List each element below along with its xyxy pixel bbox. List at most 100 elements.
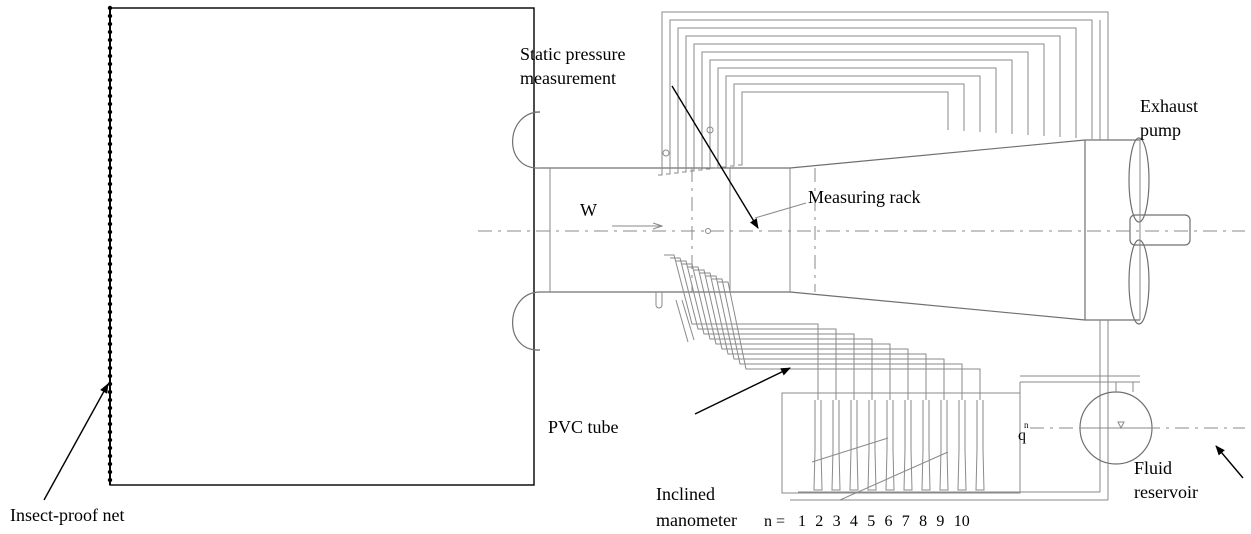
pressure-tube bbox=[698, 51, 1029, 171]
static-pressure-arrow bbox=[671, 85, 759, 229]
net-dot bbox=[107, 13, 113, 19]
net-dot bbox=[107, 125, 113, 131]
exhaust-pump-label: Exhaust bbox=[1140, 96, 1198, 116]
inclined-manometer-label: Inclined bbox=[656, 484, 715, 504]
manometer-tube bbox=[813, 400, 823, 491]
pressure-tube bbox=[694, 269, 909, 400]
pressure-tube bbox=[688, 266, 891, 400]
measuring-rack-label: Measuring rack bbox=[808, 187, 920, 207]
net-dot bbox=[107, 181, 113, 187]
net-dot bbox=[107, 325, 113, 331]
net-dot bbox=[107, 61, 113, 67]
net-dot bbox=[107, 413, 113, 419]
inlet-arrow bbox=[1215, 445, 1244, 479]
net-dot bbox=[107, 389, 113, 395]
net-dot bbox=[107, 445, 113, 451]
net-dot bbox=[107, 261, 113, 267]
net-dot bbox=[107, 21, 113, 27]
net-dot bbox=[107, 253, 113, 259]
pressure-tube bbox=[674, 27, 1077, 174]
net-dot bbox=[107, 85, 113, 91]
net-dot bbox=[107, 317, 113, 323]
net-dot bbox=[107, 245, 113, 251]
pressure-tube bbox=[682, 35, 1061, 173]
net-dot bbox=[107, 333, 113, 339]
net-dot bbox=[107, 349, 113, 355]
insect-proof-net-label: Insect-proof net bbox=[10, 505, 124, 525]
manometer-index-number: 3 bbox=[833, 513, 841, 530]
inlet-bellmouth bbox=[512, 111, 541, 351]
pressure-tube bbox=[666, 19, 1093, 175]
net-dot bbox=[107, 37, 113, 43]
manometer-index-number: 6 bbox=[885, 513, 893, 530]
manometer-tube bbox=[867, 400, 877, 491]
manometer-index-prefix: n = bbox=[764, 513, 785, 530]
pressure-tube bbox=[712, 278, 963, 400]
static-tap bbox=[655, 292, 663, 309]
leader-arrows bbox=[43, 85, 1244, 501]
pressure-tube bbox=[714, 67, 997, 169]
net-dot bbox=[107, 213, 113, 219]
manometer-index-numbers: 1 2 3 4 5 6 7 8 9 10 bbox=[798, 513, 970, 530]
net-dot bbox=[107, 277, 113, 283]
net-dot bbox=[107, 205, 113, 211]
manometer-tube bbox=[957, 400, 967, 491]
net-dot bbox=[107, 477, 113, 483]
net-dot bbox=[107, 109, 113, 115]
net-dot bbox=[107, 93, 113, 99]
net-dot bbox=[107, 237, 113, 243]
manometer-tube bbox=[903, 400, 913, 491]
exhaust-pump-label-line2: pump bbox=[1140, 120, 1181, 140]
pressure-tube bbox=[706, 275, 945, 400]
pvc-tube-label: PVC tube bbox=[548, 417, 619, 437]
pressure-tube bbox=[676, 260, 855, 400]
static-pressure-label: Static pressure bbox=[520, 44, 625, 64]
net-dot bbox=[107, 365, 113, 371]
net-dot bbox=[107, 461, 113, 467]
return-circuit bbox=[790, 12, 1140, 501]
bottom-tube-bundle bbox=[655, 254, 981, 400]
net-dot bbox=[107, 45, 113, 51]
manometer-tube bbox=[921, 400, 931, 491]
net-dot bbox=[107, 309, 113, 315]
net-dot bbox=[107, 373, 113, 379]
diffuser bbox=[789, 139, 1140, 321]
tube-lead bbox=[675, 299, 689, 343]
pressure-tube bbox=[690, 43, 1045, 172]
net-dot bbox=[107, 29, 113, 35]
fluid-reservoir-label-line2: reservoir bbox=[1134, 482, 1198, 502]
fluid-reservoir-label: Fluid bbox=[1134, 458, 1172, 478]
net-dot bbox=[107, 285, 113, 291]
net-dot bbox=[107, 269, 113, 275]
manometer-tubes bbox=[813, 400, 985, 491]
net-dot bbox=[107, 141, 113, 147]
net-dot bbox=[107, 301, 113, 307]
exhaust-fan bbox=[1128, 137, 1191, 325]
net-dot bbox=[107, 397, 113, 403]
net-dot bbox=[107, 5, 113, 11]
net-dot bbox=[107, 197, 113, 203]
net-dot bbox=[107, 421, 113, 427]
pressure-tube bbox=[730, 83, 965, 167]
net-dot bbox=[107, 453, 113, 459]
top-tube-bundle bbox=[658, 11, 1109, 176]
measuring-rack-leader bbox=[754, 202, 807, 219]
net-dot bbox=[107, 221, 113, 227]
manometer-index-number: 1 bbox=[798, 513, 806, 530]
manometer-index-number: 9 bbox=[936, 513, 944, 530]
manometer-tube bbox=[831, 400, 841, 491]
pvc-tube-arrow bbox=[694, 367, 791, 415]
net-dot bbox=[107, 149, 113, 155]
settling-chamber bbox=[109, 7, 535, 486]
pressure-tube bbox=[738, 91, 949, 166]
pressure-tube bbox=[682, 263, 873, 400]
net-dot bbox=[107, 189, 113, 195]
pressure-tube bbox=[718, 281, 981, 400]
net-dot bbox=[107, 341, 113, 347]
net-dot bbox=[107, 357, 113, 363]
pressure-tube bbox=[722, 75, 981, 168]
manometer-index-number: 4 bbox=[850, 513, 858, 530]
wind-symbol: W bbox=[580, 200, 597, 220]
net-dot bbox=[107, 77, 113, 83]
net-dot bbox=[107, 173, 113, 179]
